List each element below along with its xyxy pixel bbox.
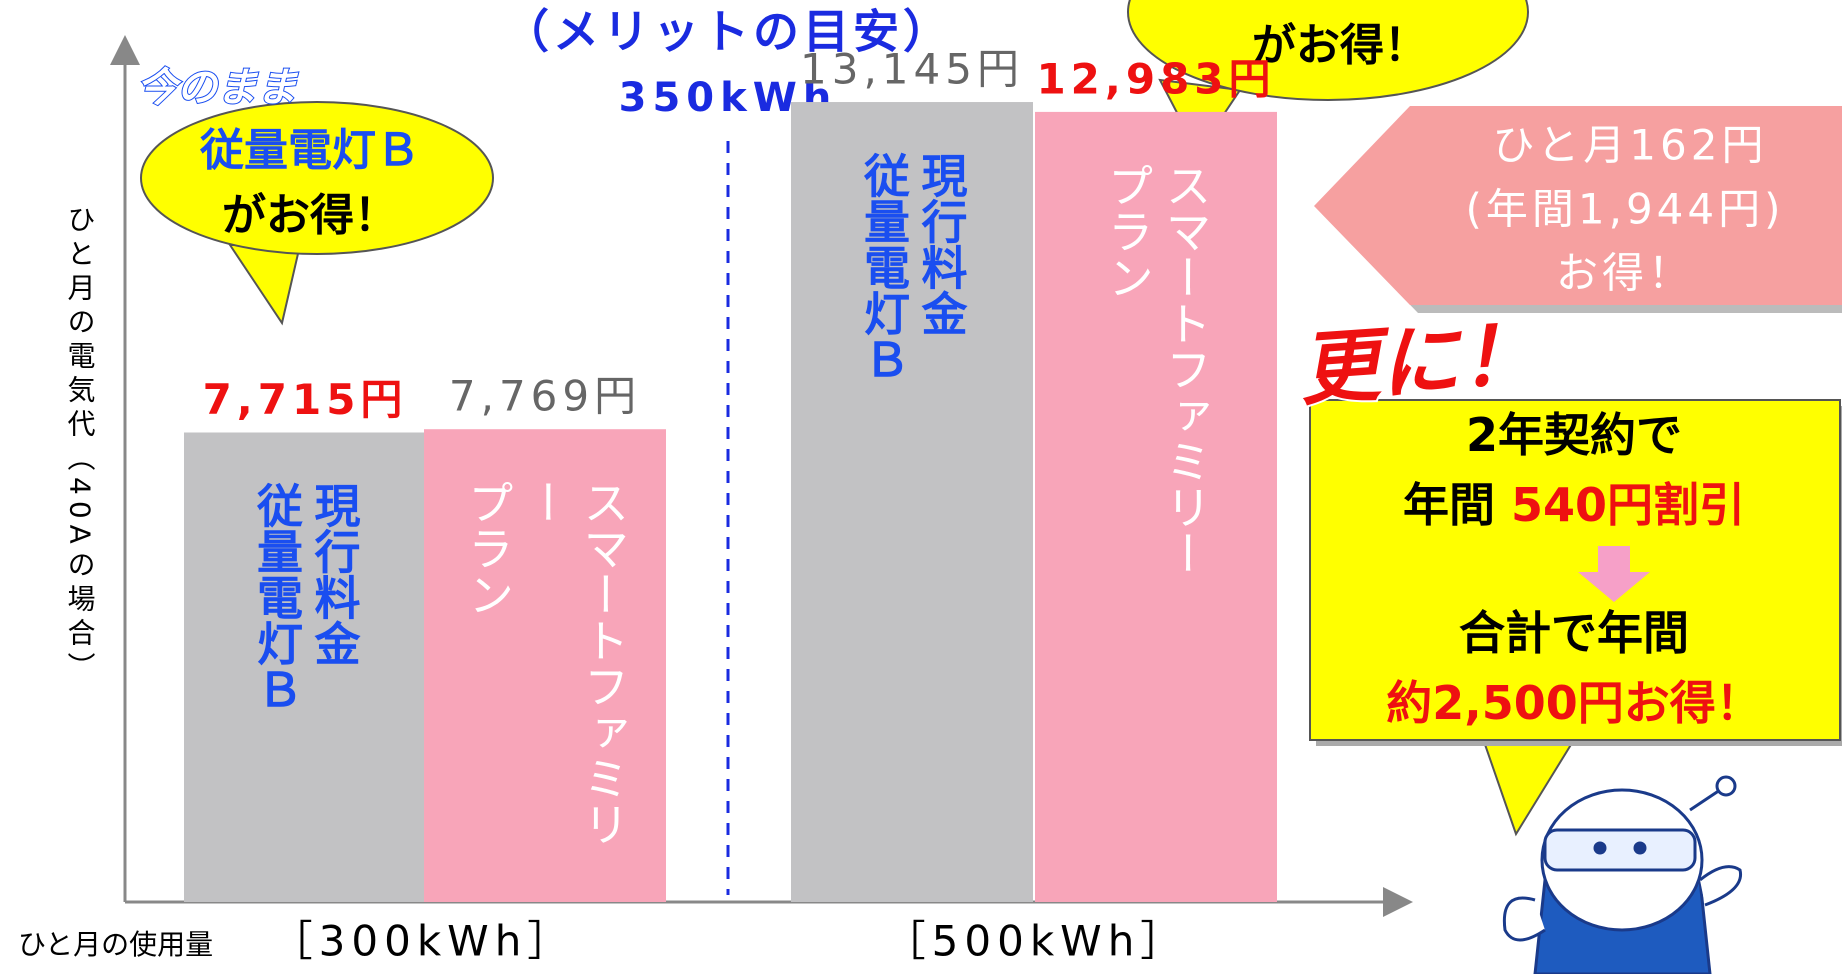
bar-text-box: 現行料金 従量電灯Ｂ bbox=[184, 482, 426, 882]
bar-text: 現行料金 従量電灯Ｂ bbox=[248, 482, 363, 712]
bar-text-box: スマートファミリー プラン bbox=[424, 479, 666, 882]
value-label: 13,145円 bbox=[800, 45, 1024, 94]
emphasis: 更に！ bbox=[1296, 307, 1542, 417]
bubble-text: がお得！ bbox=[222, 190, 398, 241]
x-tick-label: ［300kWh］ bbox=[271, 917, 576, 966]
value-label: 7,769円 bbox=[449, 372, 641, 421]
savings-text: (年間1,944円) bbox=[1465, 185, 1784, 234]
mascot bbox=[1504, 777, 1740, 974]
box-span: 約2,500円お得！ bbox=[1386, 676, 1762, 730]
tag: 今のまま bbox=[137, 65, 299, 111]
x-axis-label: ひと月の使用量 bbox=[18, 928, 213, 961]
box-text: 2年契約で bbox=[1466, 408, 1682, 462]
box-span: 年間 bbox=[1403, 478, 1511, 532]
y-axis-label-box: ひと月の電気代（40Aの場合） bbox=[58, 205, 102, 745]
box-span: 540円割引 bbox=[1511, 478, 1745, 532]
bar-text: スマートファミリー プラン bbox=[459, 479, 632, 882]
box-span: 2年契約で bbox=[1466, 408, 1682, 462]
bubble-text: 従量電灯Ｂ bbox=[199, 125, 420, 176]
box-text: 約2,500円お得！ bbox=[1386, 676, 1762, 730]
savings-text: お得！ bbox=[1556, 249, 1694, 298]
box-text: 年間 540円割引 bbox=[1403, 478, 1745, 532]
bar-text: スマートファミリー プラン bbox=[1099, 162, 1214, 576]
savings-text: ひと月162円 bbox=[1493, 121, 1768, 170]
bar-text-box: 現行料金 従量電灯Ｂ bbox=[791, 152, 1033, 882]
box-text: 合計で年間 bbox=[1459, 606, 1689, 660]
bubble-tail bbox=[230, 245, 300, 323]
bubble-text: がお得！ bbox=[1252, 20, 1428, 71]
y-axis-label: ひと月の電気代（40Aの場合） bbox=[63, 205, 98, 686]
x-tick-label: ［500kWh］ bbox=[884, 917, 1189, 966]
value-label: 12,983円 bbox=[1036, 54, 1275, 103]
page: （メリットの目安） 350kWh ひと月の使用量 今のまま 従量電灯Ｂ がお得！… bbox=[0, 0, 1842, 974]
bar-text: 現行料金 従量電灯Ｂ bbox=[855, 152, 970, 382]
box-span: 合計で年間 bbox=[1459, 606, 1689, 660]
bar-text-box: スマートファミリー プラン bbox=[1035, 162, 1277, 882]
value-label: 7,715円 bbox=[203, 375, 408, 424]
